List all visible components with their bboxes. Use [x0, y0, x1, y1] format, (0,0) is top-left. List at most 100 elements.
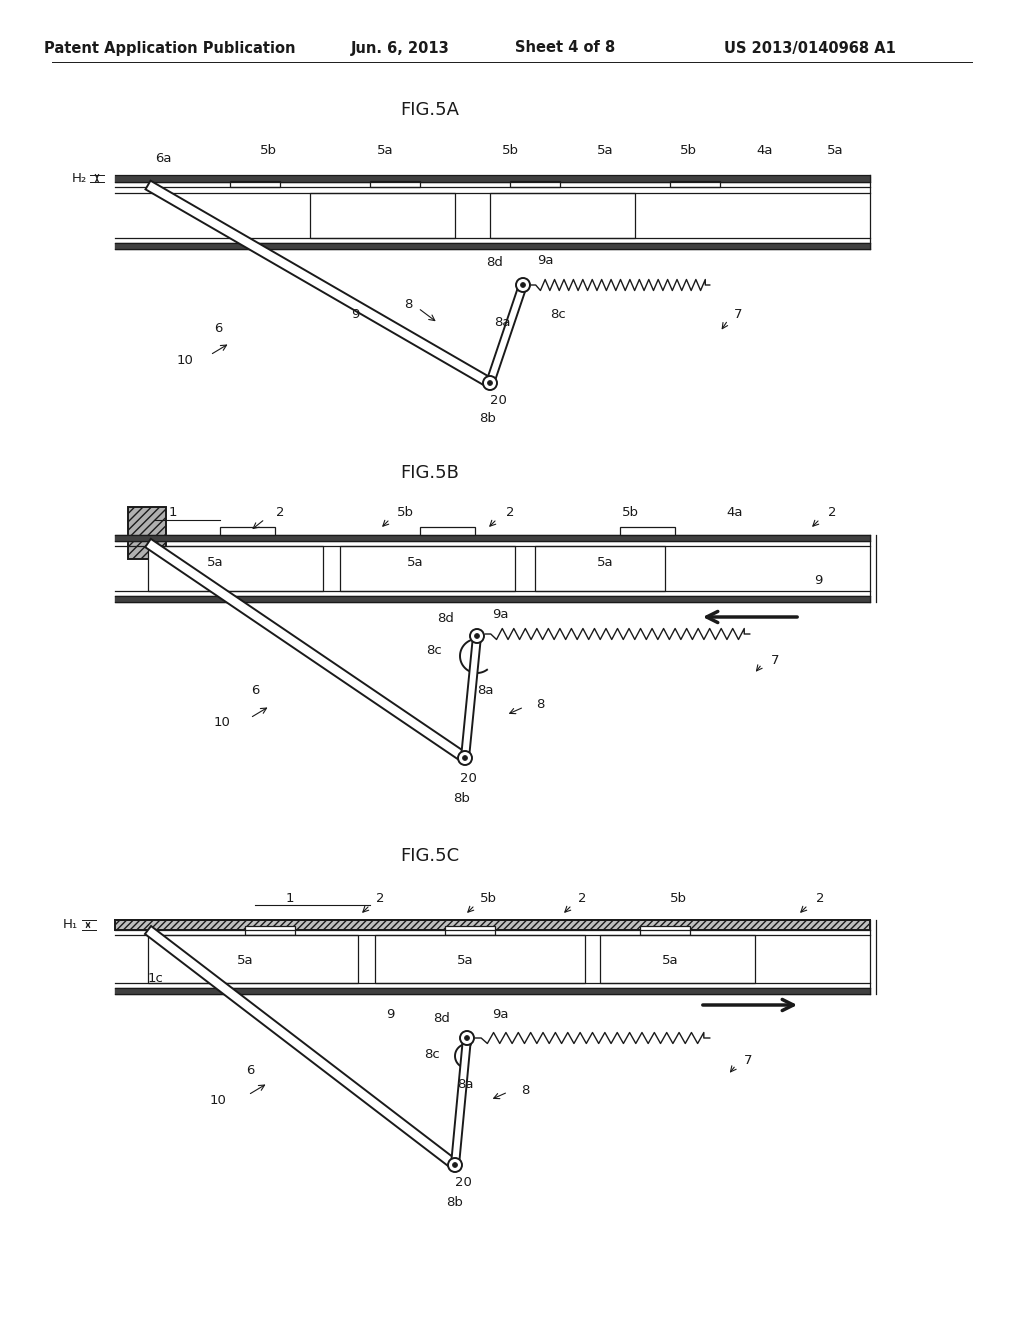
Text: Patent Application Publication: Patent Application Publication	[44, 41, 296, 55]
Text: 8c: 8c	[426, 644, 442, 656]
Text: 7: 7	[734, 309, 742, 322]
Text: 9a: 9a	[492, 609, 508, 622]
Text: 9: 9	[351, 309, 359, 322]
Text: 2: 2	[578, 891, 587, 904]
Text: FIG.5C: FIG.5C	[400, 847, 460, 865]
Text: 5b: 5b	[502, 144, 518, 157]
Text: 8a: 8a	[457, 1078, 473, 1092]
Polygon shape	[145, 539, 468, 762]
Polygon shape	[145, 181, 493, 387]
Text: 8a: 8a	[477, 684, 494, 697]
Bar	[445, 927, 495, 935]
Text: 2: 2	[275, 506, 285, 519]
Text: 2: 2	[506, 506, 514, 519]
Text: 10: 10	[176, 354, 194, 367]
Text: H₁: H₁	[62, 919, 78, 932]
Text: 1: 1	[169, 507, 177, 520]
Text: 8c: 8c	[550, 309, 566, 322]
Bar	[340, 546, 515, 591]
Bar	[670, 181, 720, 187]
Text: 7: 7	[771, 653, 779, 667]
Polygon shape	[145, 927, 458, 1170]
Text: 8b: 8b	[446, 1196, 464, 1209]
Bar	[420, 527, 475, 535]
Text: 7: 7	[743, 1053, 753, 1067]
Text: 6: 6	[251, 684, 259, 697]
Circle shape	[460, 1031, 474, 1045]
Text: 5a: 5a	[407, 557, 423, 569]
Bar	[510, 181, 560, 187]
Text: 6: 6	[246, 1064, 254, 1077]
Bar	[115, 920, 870, 931]
Polygon shape	[486, 284, 526, 384]
Circle shape	[463, 755, 468, 760]
Text: 8: 8	[536, 698, 544, 711]
Bar	[148, 935, 358, 983]
Polygon shape	[451, 1038, 471, 1166]
Text: 8d: 8d	[437, 611, 455, 624]
Text: FIG.5B: FIG.5B	[400, 465, 460, 482]
Bar	[245, 927, 295, 935]
Bar	[375, 935, 585, 983]
Bar	[490, 193, 635, 238]
Text: 5a: 5a	[597, 557, 613, 569]
Text: 8b: 8b	[479, 412, 497, 425]
Text: 2: 2	[827, 506, 837, 519]
Text: 8d: 8d	[433, 1011, 451, 1024]
Bar	[230, 181, 280, 187]
Circle shape	[516, 279, 530, 292]
Text: 20: 20	[460, 771, 476, 784]
Text: 8d: 8d	[486, 256, 504, 269]
Circle shape	[483, 376, 497, 389]
Text: 5b: 5b	[259, 144, 276, 157]
Bar	[220, 527, 275, 535]
Bar	[148, 546, 323, 591]
Text: Jun. 6, 2013: Jun. 6, 2013	[350, 41, 450, 55]
Circle shape	[470, 630, 484, 643]
Text: 5b: 5b	[396, 506, 414, 519]
Text: 9: 9	[814, 573, 822, 586]
Text: 5a: 5a	[597, 144, 613, 157]
Text: 9: 9	[386, 1008, 394, 1022]
Text: US 2013/0140968 A1: US 2013/0140968 A1	[724, 41, 896, 55]
Text: 2: 2	[376, 891, 384, 904]
Text: 4a: 4a	[727, 506, 743, 519]
Text: 6a: 6a	[155, 152, 171, 165]
Text: 5a: 5a	[662, 953, 678, 966]
Text: 5a: 5a	[377, 144, 393, 157]
Text: 5b: 5b	[670, 891, 686, 904]
Circle shape	[520, 282, 525, 288]
Text: 1: 1	[286, 891, 294, 904]
Bar	[128, 507, 166, 558]
Polygon shape	[461, 636, 481, 759]
Bar	[535, 546, 665, 591]
Text: 5b: 5b	[680, 144, 696, 157]
Text: 9a: 9a	[537, 253, 553, 267]
Circle shape	[474, 634, 479, 639]
Bar	[310, 193, 455, 238]
Text: 5a: 5a	[237, 953, 253, 966]
Text: 5b: 5b	[479, 891, 497, 904]
Text: 5b: 5b	[622, 506, 639, 519]
Text: 5a: 5a	[207, 557, 223, 569]
Circle shape	[458, 751, 472, 766]
Text: 8: 8	[521, 1084, 529, 1097]
Text: 5a: 5a	[457, 953, 473, 966]
Text: 4a: 4a	[757, 144, 773, 157]
Text: FIG.5A: FIG.5A	[400, 102, 460, 119]
Text: 8c: 8c	[424, 1048, 440, 1061]
Circle shape	[453, 1163, 458, 1167]
Text: 5a: 5a	[826, 144, 844, 157]
Text: 20: 20	[455, 1176, 471, 1189]
Text: 1c: 1c	[148, 972, 164, 985]
Text: 2: 2	[816, 891, 824, 904]
Circle shape	[465, 1035, 469, 1040]
Text: H₂: H₂	[72, 172, 87, 185]
Text: 9a: 9a	[492, 1008, 508, 1022]
Text: 8: 8	[403, 298, 413, 312]
Text: 10: 10	[210, 1093, 226, 1106]
Text: 8a: 8a	[494, 317, 510, 330]
Bar	[370, 181, 420, 187]
Text: 6: 6	[214, 322, 222, 334]
Text: 8b: 8b	[454, 792, 470, 804]
